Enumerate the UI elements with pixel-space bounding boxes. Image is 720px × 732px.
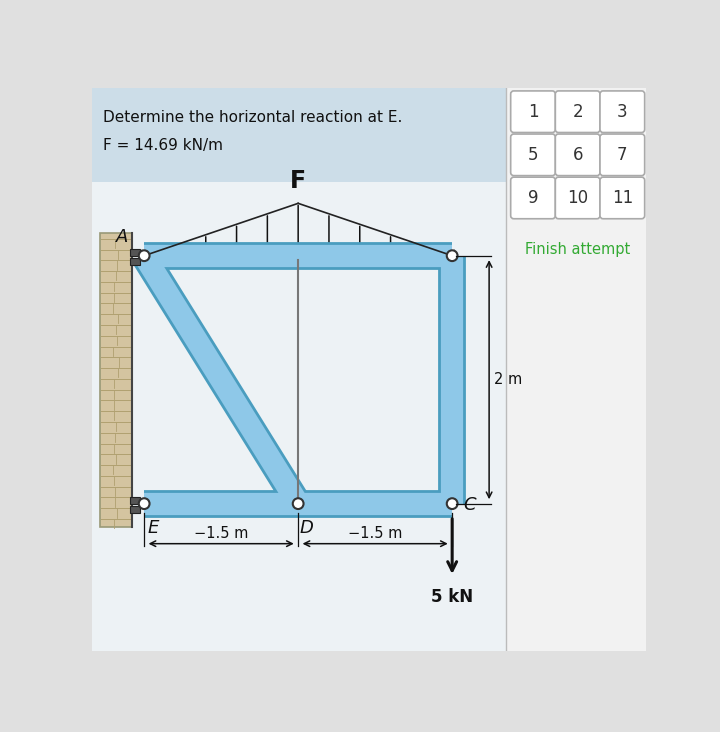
FancyBboxPatch shape xyxy=(555,134,600,176)
Text: Determine the horizontal reaction at E.: Determine the horizontal reaction at E. xyxy=(104,110,402,124)
Text: 11: 11 xyxy=(612,189,633,207)
Text: A: A xyxy=(117,228,129,247)
Text: E: E xyxy=(148,519,158,537)
Text: 10: 10 xyxy=(567,189,588,207)
Text: C: C xyxy=(463,496,476,514)
FancyBboxPatch shape xyxy=(600,177,644,219)
Text: 9: 9 xyxy=(528,189,539,207)
Circle shape xyxy=(293,498,304,509)
Bar xyxy=(92,88,506,182)
FancyBboxPatch shape xyxy=(555,177,600,219)
Text: 3: 3 xyxy=(617,102,628,121)
FancyBboxPatch shape xyxy=(510,134,555,176)
FancyBboxPatch shape xyxy=(600,134,644,176)
FancyBboxPatch shape xyxy=(600,91,644,132)
Text: Finish attempt: Finish attempt xyxy=(525,242,630,257)
Text: 2 m: 2 m xyxy=(494,372,522,387)
FancyBboxPatch shape xyxy=(555,91,600,132)
Bar xyxy=(130,258,140,265)
Text: F: F xyxy=(290,168,306,193)
Text: 1: 1 xyxy=(528,102,539,121)
Circle shape xyxy=(447,498,457,509)
Bar xyxy=(130,249,140,255)
Bar xyxy=(99,233,132,527)
Bar xyxy=(506,88,647,651)
Text: −1.5 m: −1.5 m xyxy=(194,526,248,541)
Circle shape xyxy=(139,250,150,261)
Text: 5: 5 xyxy=(528,146,539,164)
Text: 6: 6 xyxy=(572,146,583,164)
Bar xyxy=(130,506,140,513)
Text: −1.5 m: −1.5 m xyxy=(348,526,402,541)
Circle shape xyxy=(447,250,457,261)
Text: D: D xyxy=(300,519,314,537)
Text: 5 kN: 5 kN xyxy=(431,588,473,605)
Bar xyxy=(130,497,140,504)
Text: F = 14.69 kN/m: F = 14.69 kN/m xyxy=(104,138,223,153)
Text: 7: 7 xyxy=(617,146,628,164)
FancyBboxPatch shape xyxy=(510,177,555,219)
FancyBboxPatch shape xyxy=(510,91,555,132)
Bar xyxy=(92,182,506,651)
Text: 2: 2 xyxy=(572,102,583,121)
Circle shape xyxy=(139,498,150,509)
